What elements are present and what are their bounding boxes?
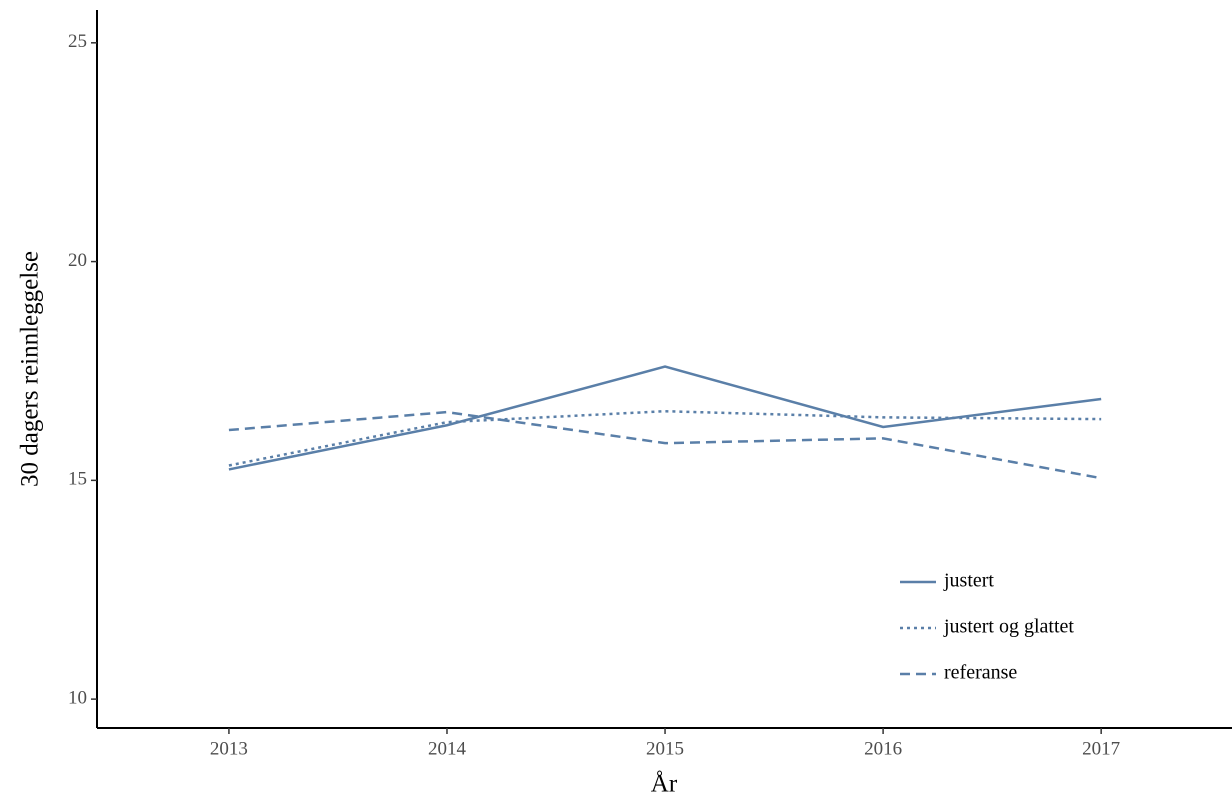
x-tick-label: 2017: [1082, 738, 1120, 759]
x-tick-label: 2014: [428, 738, 467, 759]
series-line: [228, 409, 1102, 467]
y-tick-label: 10: [68, 687, 87, 708]
y-tick-label: 15: [68, 469, 87, 490]
y-tick-label: 20: [68, 250, 87, 271]
series-line: [228, 410, 1102, 480]
legend-label: justert: [943, 570, 994, 592]
x-tick-label: 2016: [864, 738, 902, 759]
x-tick-label: 2013: [210, 738, 248, 759]
y-axis-title: 30 dagers reinnleggelse: [17, 251, 44, 487]
x-axis-title: År: [651, 771, 678, 798]
y-tick-label: 25: [68, 31, 87, 52]
legend-label: justert og glattet: [943, 616, 1074, 638]
legend-label: referanse: [944, 662, 1017, 684]
x-tick-label: 2015: [646, 738, 684, 759]
series-line: [228, 365, 1102, 471]
